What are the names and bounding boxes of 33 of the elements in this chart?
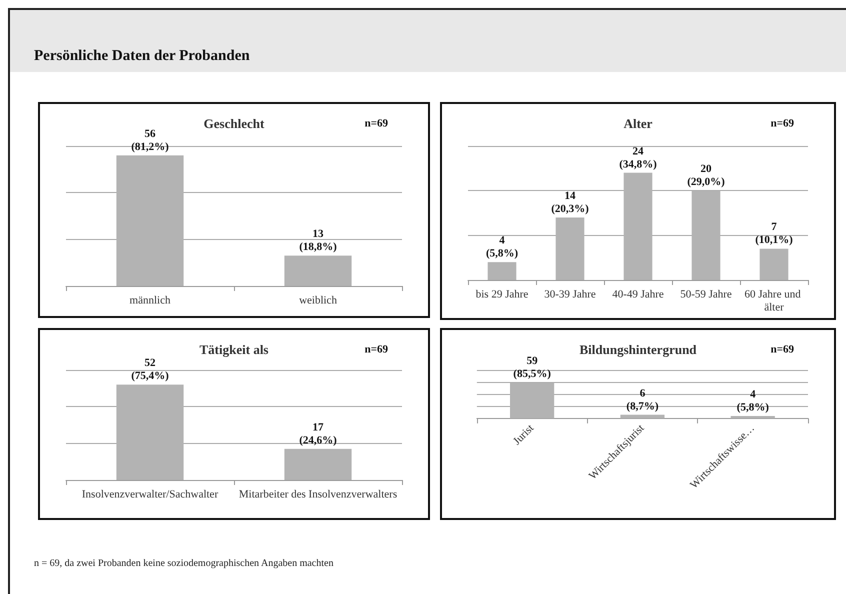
data-label: 52 (75,4%) <box>131 357 170 382</box>
text: n=69 <box>770 344 794 356</box>
text: n=69 <box>364 118 388 130</box>
x-tick-label: weiblich <box>299 294 338 306</box>
data-label: 7 (10,1%) <box>755 221 794 246</box>
data-label: 14 (20,3%) <box>551 190 590 215</box>
chart-title: Alter <box>624 116 653 131</box>
data-label: 4 (5,8%) <box>736 388 770 414</box>
x-tick-label: 50-59 Jahre <box>680 288 732 300</box>
bar <box>760 248 788 280</box>
data-label: 24 (34,8%) <box>619 145 658 170</box>
text: Persönliche Daten der Probanden <box>34 48 250 65</box>
bar <box>488 262 516 280</box>
text: n = 69, da zwei Probanden keine soziodemographischen Angaben machten <box>34 558 334 569</box>
x-tick-label: Insolvenzverwalter/Sachwalter <box>82 488 218 500</box>
data-label: 17 (24,6%) <box>299 421 338 446</box>
x-tick-label: bis 29 Jahre <box>476 288 528 300</box>
data-label: 59 (85,5%) <box>513 355 552 380</box>
text: n=69 <box>770 118 794 130</box>
chart-title: Bildungshintergrund <box>579 342 698 357</box>
x-tick-label: 60 Jahre und älter <box>744 288 804 314</box>
data-label: 6 (8,7%) <box>626 387 659 412</box>
data-label: 56 (81,2%) <box>131 128 170 153</box>
chart-title: Tätigkeit als <box>200 342 268 357</box>
x-tick-label: Mitarbeiter des Insolvenzverwalters <box>238 488 398 500</box>
data-label: 13 (18,8%) <box>299 228 338 254</box>
chart-title: Geschlecht <box>204 116 265 131</box>
text: n=69 <box>364 344 388 356</box>
x-tick-label: 40-49 Jahre <box>612 288 664 300</box>
data-label: 20 (29,0%) <box>687 163 726 188</box>
x-tick-label: 30-39 Jahre <box>544 288 596 300</box>
x-tick-label: männlich <box>130 294 171 306</box>
data-label: 4 (5,8%) <box>486 234 518 260</box>
